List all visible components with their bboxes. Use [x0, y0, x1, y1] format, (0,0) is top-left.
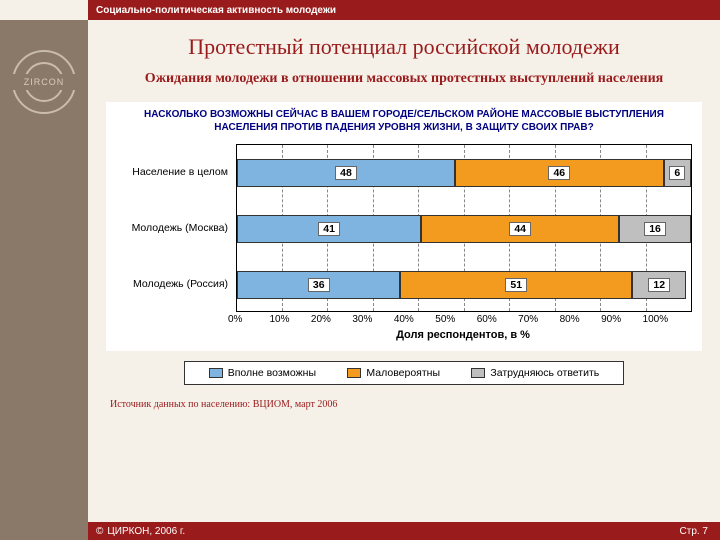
slide: ZIRCON Социально-политическая активность… [0, 0, 720, 540]
bar-segment: 12 [632, 271, 686, 299]
y-axis-labels: Население в целом Молодежь (Москва) Молоде… [116, 144, 234, 312]
plot-wrap: Население в целом Молодежь (Москва) Молоде… [106, 138, 702, 312]
bar-segment: 46 [455, 159, 664, 187]
y-label: Молодежь (Москва) [116, 214, 234, 242]
x-tick: 30% [352, 314, 393, 325]
main-column: Социально-политическая активность молоде… [88, 0, 720, 540]
value-label: 46 [548, 166, 570, 180]
legend-item: Маловероятны [347, 367, 440, 379]
bar-segment: 48 [237, 159, 455, 187]
content-area: Протестный потенциал российской молодежи… [88, 20, 720, 522]
bar-segment: 16 [619, 215, 691, 243]
legend-swatch [209, 368, 223, 378]
bar-segment: 44 [421, 215, 619, 243]
copyright: © ЦИРКОН, 2006 г. [96, 526, 185, 537]
value-label: 36 [308, 278, 330, 292]
legend-swatch [347, 368, 361, 378]
bar-segment: 51 [400, 271, 632, 299]
source-note: Источник данных по населению: ВЦИОМ, мар… [106, 399, 702, 410]
x-tick: 40% [394, 314, 435, 325]
section-title: Социально-политическая активность молоде… [96, 5, 336, 16]
zircon-logo: ZIRCON [12, 50, 76, 114]
plot-area: 48 46 6 41 44 16 36 51 12 [236, 144, 692, 312]
page-number: Стр. 7 [680, 526, 708, 537]
legend-label: Маловероятны [366, 367, 440, 379]
x-tick: 20% [311, 314, 352, 325]
x-tick: 10% [269, 314, 310, 325]
bar-segment: 41 [237, 215, 421, 243]
logo-text: ZIRCON [24, 77, 65, 87]
left-top-strip [0, 0, 88, 20]
value-label: 48 [335, 166, 357, 180]
bar-segment: 36 [237, 271, 400, 299]
y-label: Молодежь (Россия) [116, 270, 234, 298]
x-tick: 70% [518, 314, 559, 325]
x-tick: 80% [560, 314, 601, 325]
logo-area: ZIRCON [0, 20, 88, 540]
copyright-icon: © [96, 526, 103, 537]
legend: Вполне возможны Маловероятны Затрудняюсь о… [184, 361, 624, 385]
x-tick: 60% [477, 314, 518, 325]
bar-segment: 6 [664, 159, 691, 187]
x-tick: 100% [643, 314, 684, 325]
value-label: 16 [644, 222, 666, 236]
value-label: 12 [648, 278, 670, 292]
value-label: 51 [505, 278, 527, 292]
value-label: 6 [669, 166, 685, 180]
y-label: Население в целом [116, 158, 234, 186]
x-tick: 90% [601, 314, 642, 325]
x-tick: 0% [228, 314, 269, 325]
x-axis-ticks: 0%10%20%30%40%50%60%70%80%90%100% [106, 312, 702, 325]
legend-item: Затрудняюсь ответить [471, 367, 599, 379]
x-tick: 50% [435, 314, 476, 325]
header-bar: Социально-политическая активность молоде… [88, 0, 720, 20]
page-subtitle: Ожидания молодежи в отношении массовых п… [106, 70, 702, 88]
bar-row: 36 51 12 [237, 271, 691, 299]
copyright-text: ЦИРКОН, 2006 г. [107, 526, 185, 537]
x-axis-label: Доля респондентов, в % [106, 325, 702, 351]
footer-bar: © ЦИРКОН, 2006 г. Стр. 7 [88, 522, 720, 540]
legend-label: Вполне возможны [228, 367, 316, 379]
value-label: 44 [509, 222, 531, 236]
chart-panel: НАСКОЛЬКО ВОЗМОЖНЫ СЕЙЧАС В ВАШЕМ ГОРОДЕ… [106, 102, 702, 351]
page-title: Протестный потенциал российской молодежи [106, 34, 702, 60]
legend-swatch [471, 368, 485, 378]
left-column: ZIRCON [0, 0, 88, 540]
legend-label: Затрудняюсь ответить [490, 367, 599, 379]
legend-item: Вполне возможны [209, 367, 316, 379]
chart-question: НАСКОЛЬКО ВОЗМОЖНЫ СЕЙЧАС В ВАШЕМ ГОРОДЕ… [106, 102, 702, 138]
value-label: 41 [318, 222, 340, 236]
bar-row: 41 44 16 [237, 215, 691, 243]
bar-row: 48 46 6 [237, 159, 691, 187]
